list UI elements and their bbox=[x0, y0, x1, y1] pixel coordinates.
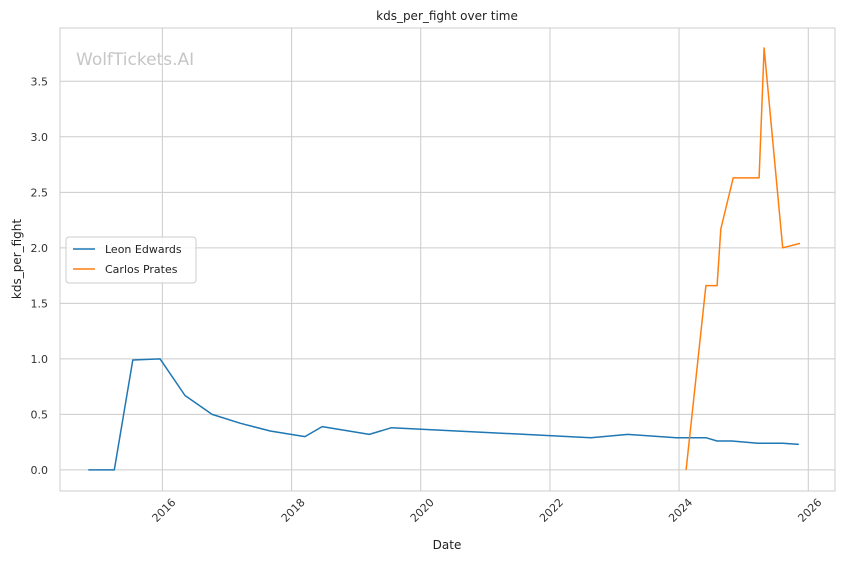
series-line-1 bbox=[685, 47, 801, 470]
ticks: 0.0 0.5 1.0 1.5 2.0 2.5 3.0 3.5 2016 2018 2020 2022… bbox=[31, 75, 825, 525]
plot-frame bbox=[59, 27, 836, 492]
x-tick-label: 2016 bbox=[150, 496, 179, 525]
chart-title: kds_per_fight over time bbox=[376, 9, 518, 23]
y-tick-label: 1.5 bbox=[31, 297, 49, 310]
x-tick-label: 2026 bbox=[795, 496, 824, 525]
y-tick-label: 3.0 bbox=[31, 131, 49, 144]
legend: Leon Edwards Carlos Prates bbox=[65, 236, 197, 284]
x-tick-label: 2022 bbox=[537, 496, 566, 525]
y-tick-label: 3.5 bbox=[31, 75, 49, 88]
y-axis-label: kds_per_fight bbox=[10, 219, 24, 300]
y-tick-label: 2.0 bbox=[31, 242, 49, 255]
y-tick-label: 0.0 bbox=[31, 464, 49, 477]
y-tick-label: 0.5 bbox=[31, 408, 49, 421]
x-tick-label: 2024 bbox=[666, 496, 695, 525]
legend-label: Leon Edwards bbox=[105, 243, 182, 256]
y-tick-label: 2.5 bbox=[31, 186, 49, 199]
x-tick-label: 2018 bbox=[279, 496, 308, 525]
grid bbox=[60, 28, 835, 491]
y-tick-label: 1.0 bbox=[31, 353, 49, 366]
series-lines bbox=[88, 47, 801, 471]
x-axis-label: Date bbox=[433, 538, 462, 552]
watermark: WolfTickets.AI bbox=[76, 50, 194, 70]
legend-label: Carlos Prates bbox=[105, 263, 178, 276]
series-line-0 bbox=[88, 358, 799, 471]
legend-box bbox=[65, 236, 197, 284]
x-tick-label: 2020 bbox=[408, 496, 437, 525]
